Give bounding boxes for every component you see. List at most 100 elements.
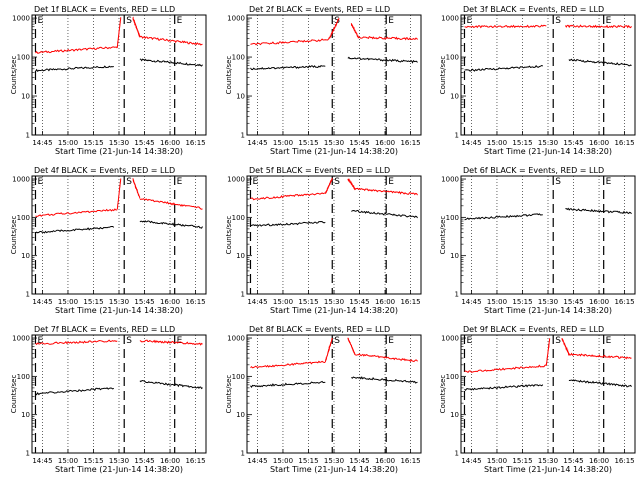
x-tick-label: 16:15 bbox=[614, 298, 634, 306]
x-tick-label: 14:45 bbox=[247, 298, 267, 306]
y-tick-label: 1 bbox=[455, 450, 459, 458]
x-tick-label: 16:00 bbox=[375, 457, 395, 465]
x-tick-label: 15:30 bbox=[324, 298, 344, 306]
y-tick-label: 100 bbox=[446, 373, 459, 381]
panel-title: Det 5f BLACK = Events, RED = LLD bbox=[249, 166, 390, 175]
panel-title: Det 7f BLACK = Events, RED = LLD bbox=[34, 325, 175, 334]
x-tick-label: 16:00 bbox=[160, 298, 180, 306]
marker-label: S bbox=[126, 177, 132, 187]
y-axis-label: Counts/sec bbox=[439, 375, 447, 414]
panel-7: Det 7f BLACK = Events, RED = LLD 14:45 15:… bbox=[10, 325, 207, 474]
series-line-lld bbox=[561, 338, 570, 357]
series-line-lld bbox=[132, 178, 141, 199]
y-axis-label: Counts/sec bbox=[439, 56, 447, 95]
marker-label: S bbox=[126, 16, 132, 26]
marker-label: E bbox=[37, 336, 43, 346]
marker-label: S bbox=[555, 177, 561, 187]
series-line-events bbox=[35, 387, 115, 396]
y-tick-label: 1000 bbox=[12, 15, 30, 23]
x-tick-label: 15:00 bbox=[487, 298, 507, 306]
y-axis-label: Counts/sec bbox=[10, 216, 18, 255]
x-tick-label: 15:15 bbox=[298, 457, 318, 465]
y-axis-label: Counts/sec bbox=[10, 56, 18, 95]
y-tick-label: 10 bbox=[21, 252, 30, 260]
series-line-lld bbox=[35, 46, 118, 54]
series-line-events bbox=[35, 226, 115, 234]
marker-label: E bbox=[252, 177, 258, 187]
y-tick-label: 100 bbox=[232, 214, 245, 222]
x-tick-label: 15:45 bbox=[134, 298, 154, 306]
y-axis-label: Counts/sec bbox=[225, 56, 233, 95]
y-axis-label: Counts/sec bbox=[439, 216, 447, 255]
marker-label: S bbox=[555, 336, 561, 346]
x-tick-label: 15:45 bbox=[349, 457, 369, 465]
series-line-lld bbox=[139, 339, 203, 346]
series-line-lld bbox=[324, 178, 333, 194]
x-axis-label: Start Time (21-Jun-14 14:38:20) bbox=[484, 147, 612, 156]
marker-label: S bbox=[334, 336, 340, 346]
series-line-lld bbox=[132, 16, 141, 38]
y-tick-label: 10 bbox=[450, 93, 459, 101]
x-tick-label: 15:30 bbox=[109, 457, 129, 465]
marker-label: E bbox=[466, 16, 472, 26]
y-tick-label: 100 bbox=[232, 54, 245, 62]
y-tick-label: 1 bbox=[241, 450, 245, 458]
series-line-events bbox=[250, 380, 326, 388]
y-tick-label: 1000 bbox=[441, 176, 459, 184]
x-axis-label: Start Time (21-Jun-14 14:38:20) bbox=[484, 465, 612, 474]
x-tick-label: 16:00 bbox=[589, 457, 609, 465]
series-line-events bbox=[568, 58, 632, 67]
y-tick-label: 1 bbox=[26, 450, 30, 458]
x-tick-label: 15:45 bbox=[563, 298, 583, 306]
x-tick-label: 15:45 bbox=[563, 457, 583, 465]
panel-9: Det 9f BLACK = Events, RED = LLD 14:45 15:… bbox=[439, 325, 636, 474]
plot-frame bbox=[31, 334, 207, 454]
x-tick-label: 16:15 bbox=[614, 139, 634, 147]
marker-label: E bbox=[37, 177, 43, 187]
y-tick-label: 1000 bbox=[441, 335, 459, 343]
series-line-events bbox=[351, 376, 418, 384]
marker-label: S bbox=[126, 336, 132, 346]
panel-2: Det 2f BLACK = Events, RED = LLD 14:45 15:… bbox=[225, 5, 422, 156]
x-axis-label: Start Time (21-Jun-14 14:38:20) bbox=[484, 306, 612, 315]
panel-5: Det 5f BLACK = Events, RED = LLD 14:45 15:… bbox=[225, 166, 422, 315]
x-tick-label: 15:15 bbox=[512, 298, 532, 306]
series-line-lld bbox=[139, 198, 203, 210]
x-tick-label: 15:30 bbox=[109, 298, 129, 306]
x-tick-label: 14:45 bbox=[32, 457, 52, 465]
x-tick-label: 15:00 bbox=[273, 457, 293, 465]
y-tick-label: 100 bbox=[446, 54, 459, 62]
series-line-lld bbox=[116, 178, 122, 210]
marker-label: E bbox=[177, 336, 183, 346]
series-line-events bbox=[464, 213, 543, 221]
marker-label: E bbox=[606, 177, 612, 187]
y-tick-label: 100 bbox=[17, 373, 30, 381]
x-tick-label: 15:00 bbox=[58, 457, 78, 465]
y-tick-label: 100 bbox=[446, 214, 459, 222]
x-tick-label: 14:45 bbox=[461, 457, 481, 465]
series-line-lld bbox=[250, 38, 330, 46]
panel-title: Det 2f BLACK = Events, RED = LLD bbox=[249, 5, 390, 14]
series-line-lld bbox=[139, 35, 203, 46]
marker-label: S bbox=[555, 16, 561, 26]
series-line-events bbox=[351, 209, 418, 219]
y-tick-label: 1 bbox=[455, 132, 459, 140]
marker-label: E bbox=[606, 336, 612, 346]
series-line-lld bbox=[545, 338, 551, 366]
marker-label: E bbox=[177, 177, 183, 187]
y-tick-label: 1 bbox=[241, 291, 245, 299]
y-tick-label: 1000 bbox=[12, 176, 30, 184]
series-line-lld bbox=[568, 352, 632, 360]
y-tick-label: 100 bbox=[232, 373, 245, 381]
marker-label: E bbox=[37, 16, 43, 26]
panel-title: Det 8f BLACK = Events, RED = LLD bbox=[249, 325, 390, 334]
y-tick-label: 10 bbox=[236, 93, 245, 101]
panel-title: Det 9f BLACK = Events, RED = LLD bbox=[463, 325, 604, 334]
panel-title: Det 4f BLACK = Events, RED = LLD bbox=[34, 166, 175, 175]
x-tick-label: 15:30 bbox=[538, 457, 558, 465]
x-tick-label: 16:15 bbox=[614, 457, 634, 465]
series-line-lld bbox=[464, 364, 547, 373]
series-line-lld bbox=[350, 23, 359, 39]
y-tick-label: 1000 bbox=[441, 15, 459, 23]
panel-title: Det 1f BLACK = Events, RED = LLD bbox=[34, 5, 175, 14]
